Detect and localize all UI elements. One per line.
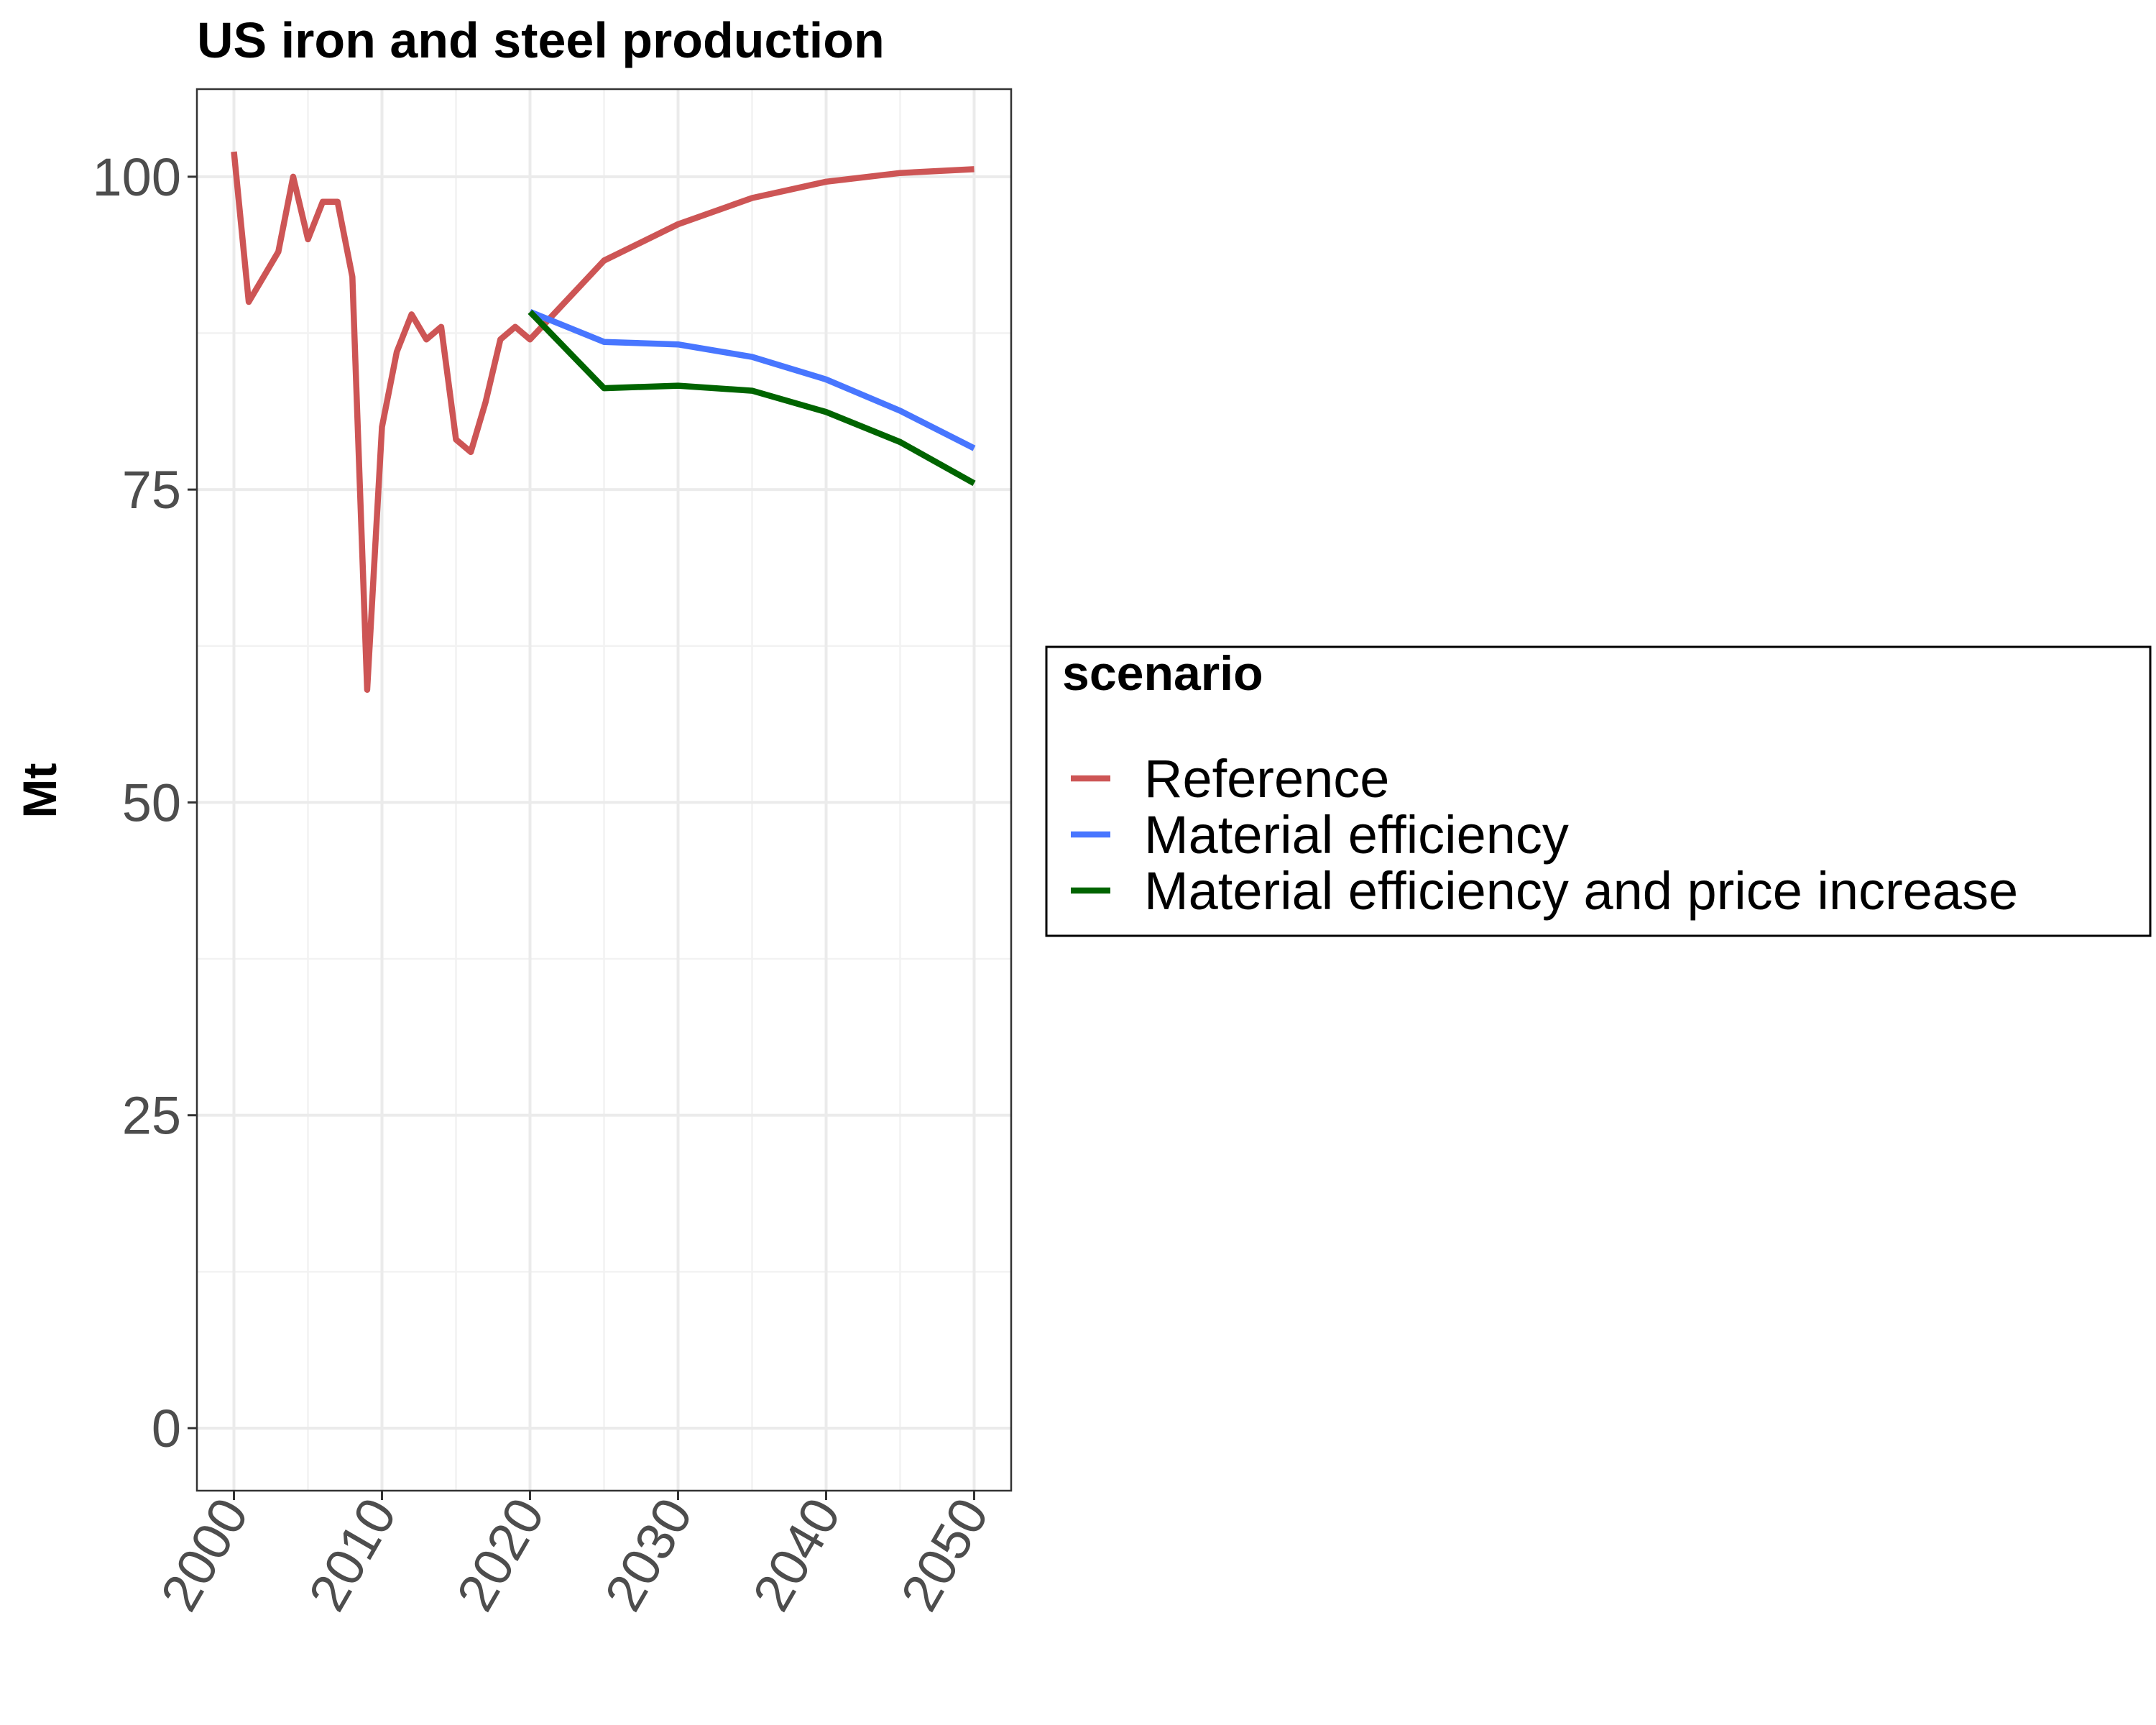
y-tick-label: 25 — [122, 1086, 181, 1146]
series-line-1 — [231, 151, 975, 693]
series-line-3 — [528, 309, 976, 487]
y-tick-label: 100 — [93, 147, 181, 207]
series-layer — [231, 151, 976, 693]
grid-lines — [197, 89, 1011, 1491]
x-axis: 2000 2010 2020 2030 2040 2050 — [149, 1489, 1000, 1621]
series-line-2 — [528, 308, 976, 451]
plot-panel — [195, 88, 1013, 1492]
y-axis-label: Mt — [13, 763, 66, 819]
plot-border — [195, 88, 1013, 1492]
chart-title: US iron and steel production — [197, 12, 885, 68]
y-axis: 0 25 50 75 100 — [93, 147, 197, 1458]
x-tick-label: 2010 — [297, 1489, 407, 1621]
x-tick-label: 2040 — [741, 1489, 852, 1621]
legend-label-3: Material efficiency and price increase — [1144, 861, 2018, 921]
legend-box — [1045, 645, 2152, 937]
legend-title: scenario — [1062, 646, 1263, 701]
y-tick-label: 0 — [152, 1399, 181, 1458]
legend-label-1: Reference — [1144, 749, 1389, 809]
x-tick-label: 2030 — [593, 1489, 704, 1621]
y-tick-label: 75 — [122, 460, 181, 520]
x-tick-label: 2000 — [149, 1489, 259, 1621]
x-tick-label: 2020 — [445, 1489, 556, 1621]
y-tick-label: 50 — [122, 773, 181, 832]
legend-label-2: Material efficiency — [1144, 805, 1569, 865]
x-tick-label: 2050 — [889, 1489, 1000, 1621]
